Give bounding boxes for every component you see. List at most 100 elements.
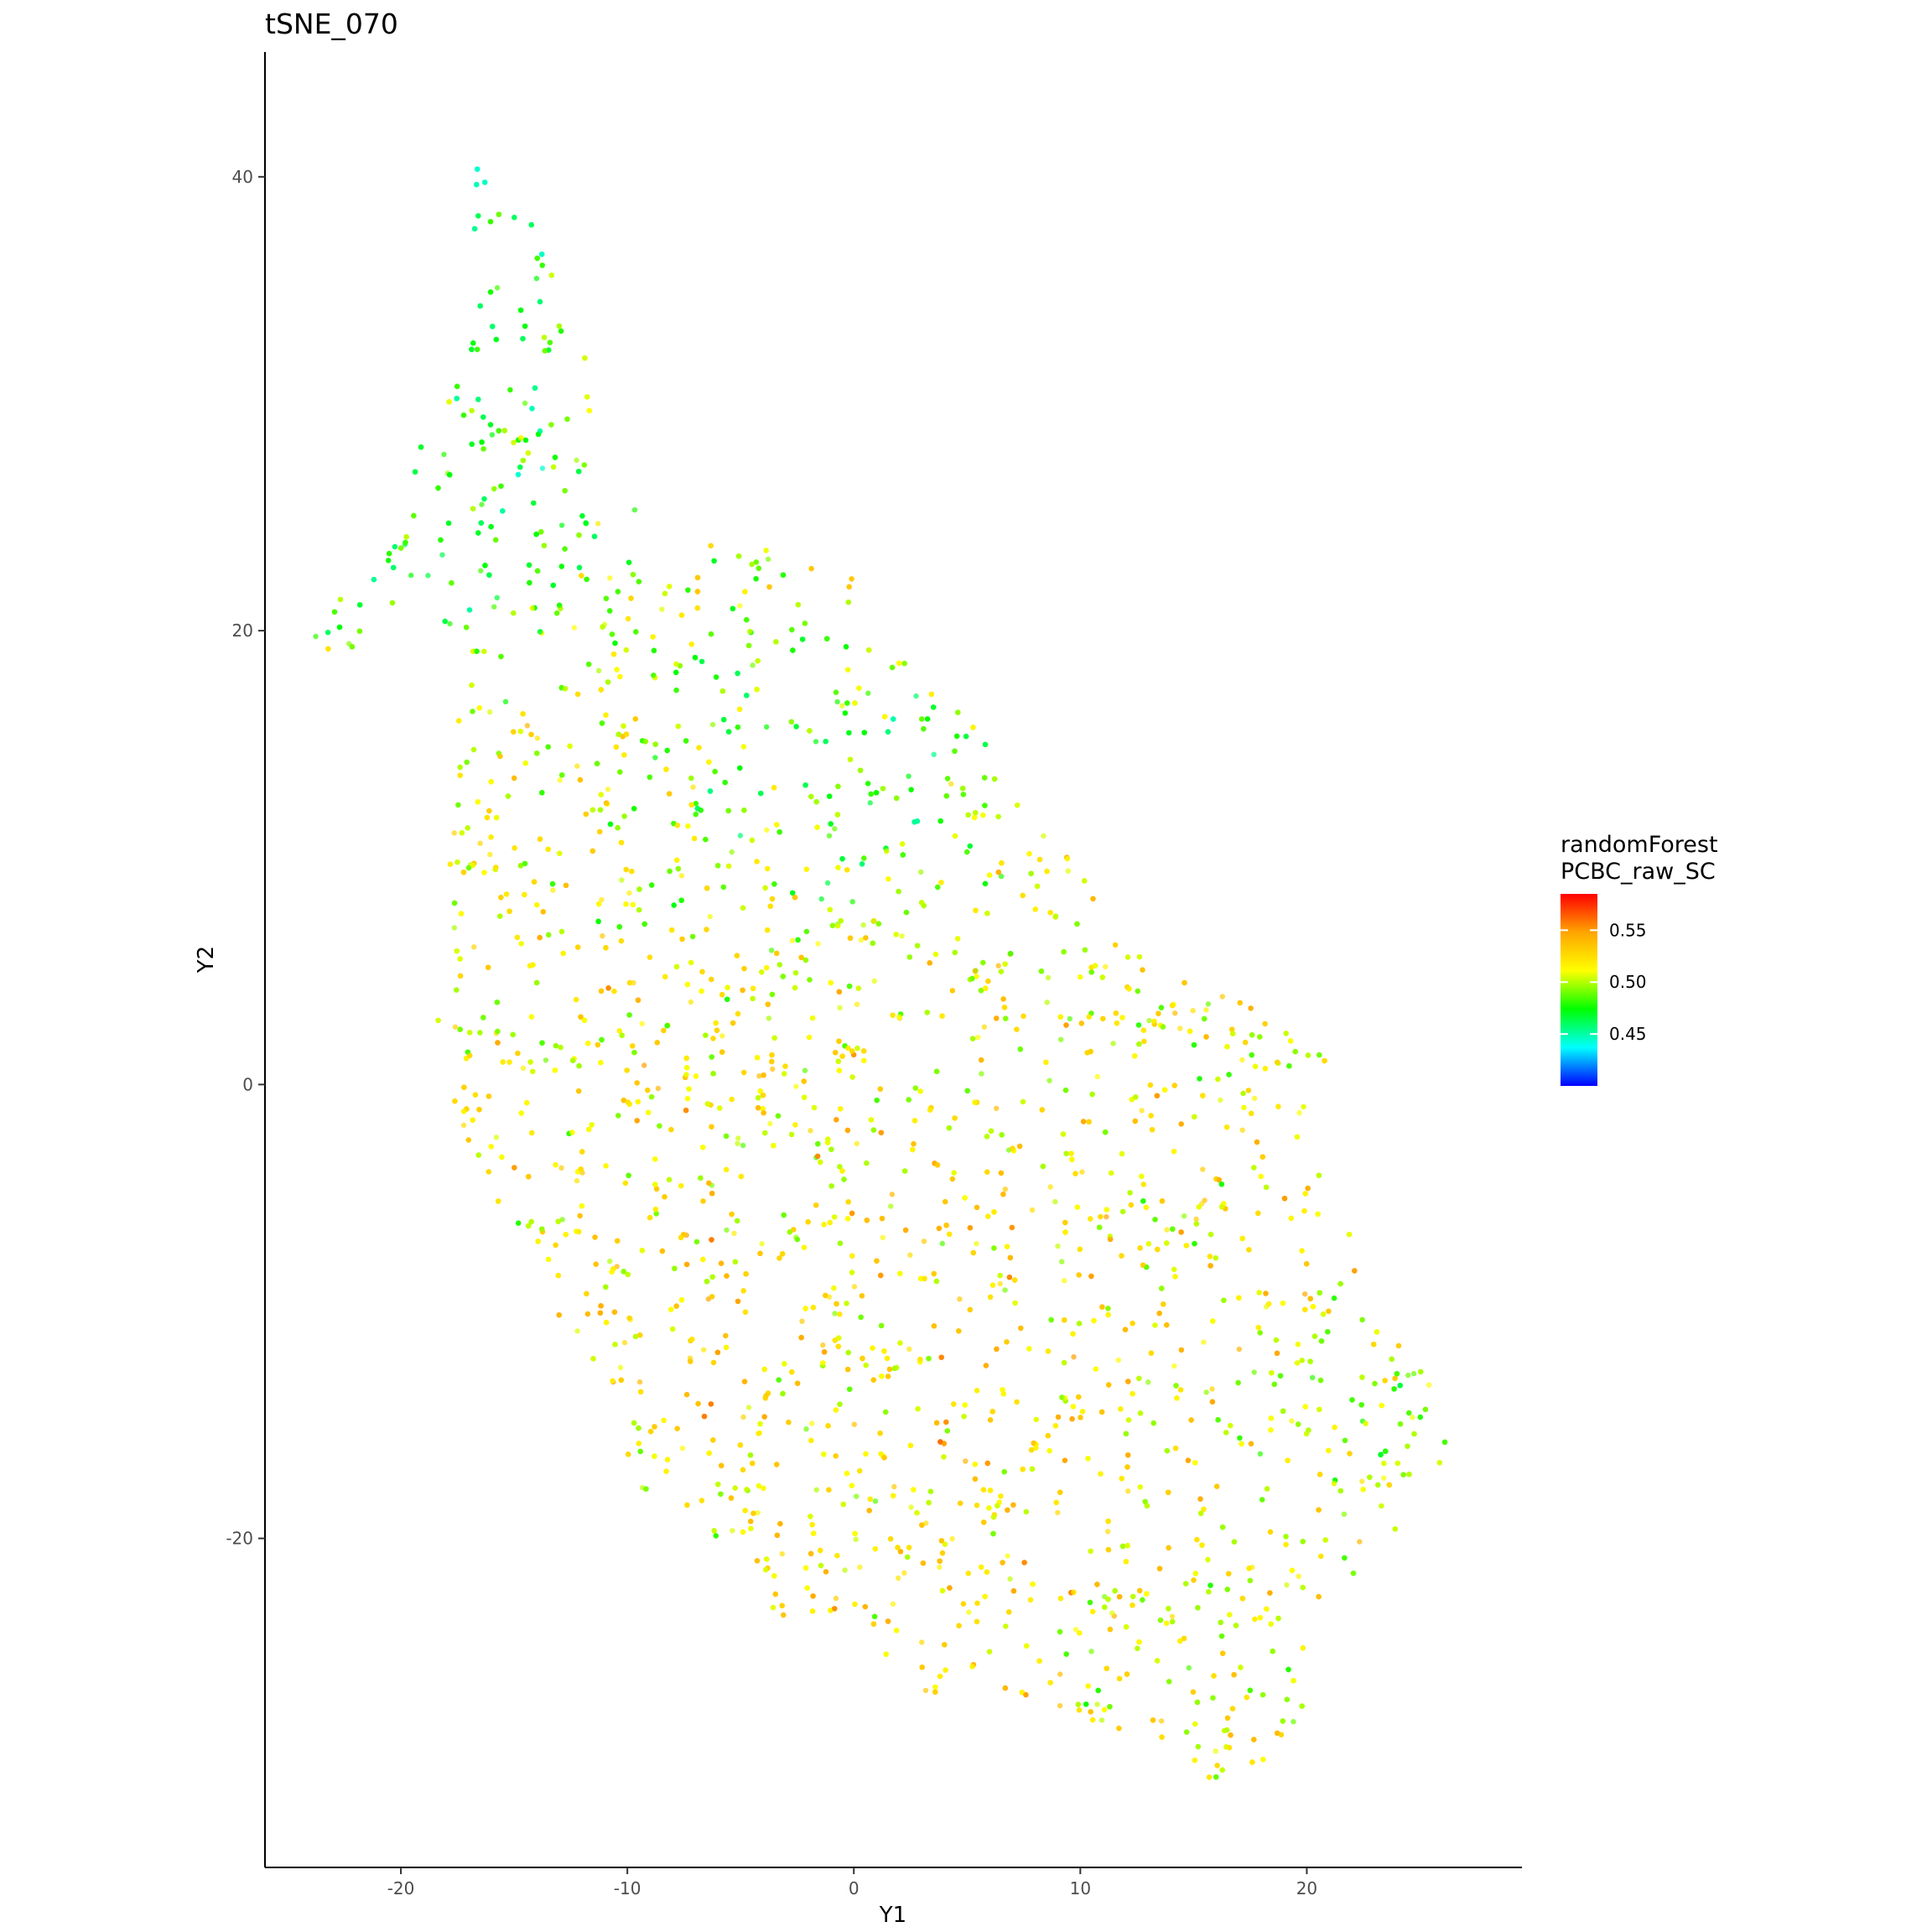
data-point (722, 779, 728, 786)
data-point (782, 1071, 787, 1077)
data-point (698, 1175, 704, 1182)
data-point (1192, 1721, 1198, 1727)
data-point (562, 546, 568, 552)
data-point (548, 422, 554, 428)
data-point (735, 1135, 741, 1141)
data-point (637, 1332, 643, 1338)
points-layer (313, 166, 1448, 1780)
data-point (512, 845, 517, 851)
data-point (470, 746, 477, 753)
data-point (1214, 1483, 1220, 1489)
data-point (603, 712, 609, 718)
data-point (793, 1083, 799, 1089)
data-point (674, 1426, 680, 1431)
data-point (1274, 1350, 1280, 1357)
data-point (605, 787, 611, 792)
data-point (1010, 1502, 1016, 1508)
data-point (563, 1232, 569, 1238)
data-point (1257, 1330, 1263, 1336)
data-point (1116, 1725, 1122, 1732)
data-point (901, 1570, 907, 1576)
data-point (834, 1552, 840, 1559)
data-point (486, 808, 492, 814)
data-point (547, 340, 553, 345)
data-point (1164, 1620, 1170, 1627)
data-point (853, 1536, 859, 1543)
data-point (878, 1130, 885, 1135)
data-point (908, 787, 914, 792)
data-point (668, 1126, 674, 1133)
data-point (1006, 1275, 1013, 1280)
data-point (1136, 1375, 1142, 1382)
data-point (769, 896, 776, 902)
data-point (808, 565, 814, 572)
data-point (688, 999, 694, 1005)
data-point (854, 1001, 860, 1007)
data-point (558, 928, 565, 935)
data-point (764, 964, 770, 971)
data-point (1426, 1382, 1432, 1388)
data-point (708, 543, 714, 548)
data-point (774, 1462, 780, 1467)
data-point (1046, 1078, 1052, 1083)
data-point (1005, 1553, 1010, 1559)
data-point (612, 640, 618, 647)
data-point (1059, 1394, 1065, 1400)
data-point (982, 741, 989, 747)
data-point (1203, 1389, 1209, 1395)
data-point (854, 1493, 860, 1499)
data-point (943, 1667, 948, 1673)
data-point (960, 1601, 967, 1607)
data-point (611, 988, 617, 995)
data-point (704, 927, 709, 932)
data-point (963, 1458, 969, 1464)
data-point (1098, 1213, 1104, 1220)
data-point (1094, 1701, 1100, 1707)
data-point (858, 1314, 864, 1321)
data-point (997, 1272, 1003, 1279)
data-point (921, 1239, 927, 1244)
data-point (1208, 1231, 1214, 1238)
data-point (981, 1024, 988, 1030)
data-point (1125, 1452, 1131, 1458)
data-point (678, 1182, 684, 1189)
data-point (1219, 994, 1226, 1000)
data-point (1023, 1509, 1030, 1515)
data-point (1213, 1748, 1219, 1754)
data-point (1183, 1729, 1190, 1735)
data-point (972, 1476, 979, 1482)
data-point (1223, 1124, 1230, 1130)
data-point (1094, 1073, 1101, 1080)
data-point (673, 687, 679, 693)
data-point (690, 784, 696, 790)
data-point (737, 603, 743, 609)
data-point (1057, 1703, 1063, 1709)
data-point (1148, 1113, 1154, 1119)
data-point (1188, 1417, 1194, 1423)
data-point (880, 786, 886, 792)
data-point (912, 1085, 919, 1091)
data-point (1259, 1497, 1265, 1503)
data-point (539, 465, 546, 471)
data-point (854, 1140, 860, 1147)
data-point (1169, 1002, 1176, 1009)
data-point (1063, 1022, 1069, 1028)
data-point (589, 848, 595, 854)
data-point (1410, 1415, 1415, 1420)
data-point (487, 709, 493, 715)
data-point (534, 735, 541, 741)
data-point (1392, 1375, 1398, 1382)
data-point (890, 1012, 896, 1018)
data-point (646, 1109, 652, 1115)
data-point (1137, 1410, 1144, 1416)
data-point (574, 1328, 580, 1334)
data-point (631, 979, 636, 986)
data-point (724, 996, 730, 1002)
data-point (761, 1072, 766, 1078)
data-point (760, 1105, 766, 1112)
data-point (520, 1065, 527, 1072)
data-point (475, 346, 480, 352)
data-point (939, 1240, 946, 1247)
data-point (824, 880, 831, 886)
data-point (477, 1030, 483, 1036)
